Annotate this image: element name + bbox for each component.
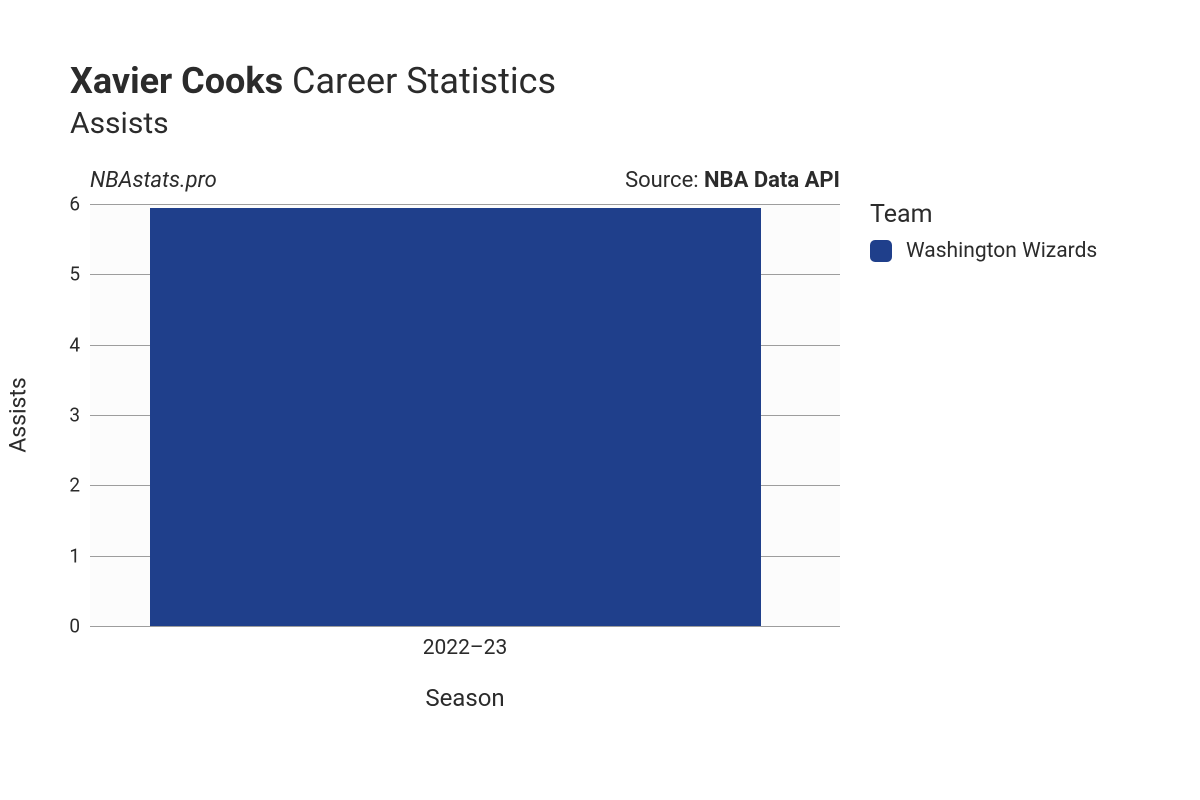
chart-title: Xavier Cooks Career Statistics	[70, 60, 556, 102]
chart-subtitle: Assists	[70, 106, 556, 141]
legend-item: Washington Wizards	[870, 239, 1097, 263]
gridline	[90, 204, 840, 205]
y-tick-label: 2	[69, 474, 80, 497]
y-axis: 0123456	[0, 204, 90, 626]
source-name: NBA Data API	[704, 168, 840, 193]
y-tick-label: 6	[69, 193, 80, 216]
x-axis-title: Season	[425, 684, 504, 712]
title-block: Xavier Cooks Career Statistics Assists	[70, 60, 556, 141]
x-tick-label: 2022–23	[423, 636, 508, 660]
source-prefix: Source:	[625, 168, 704, 193]
y-tick-label: 1	[69, 544, 80, 567]
chart-container: Xavier Cooks Career Statistics Assists N…	[0, 0, 1200, 800]
meta-row: NBAstats.pro Source: NBA Data API	[90, 168, 840, 198]
gridline	[90, 626, 840, 627]
y-tick-label: 5	[69, 263, 80, 286]
player-name: Xavier Cooks	[70, 60, 283, 102]
title-suffix: Career Statistics	[292, 60, 556, 102]
y-tick-label: 4	[69, 333, 80, 356]
plot-area	[90, 204, 840, 626]
y-tick-label: 0	[69, 615, 80, 638]
source-credit: Source: NBA Data API	[625, 168, 840, 193]
site-credit: NBAstats.pro	[90, 168, 217, 193]
legend-label: Washington Wizards	[906, 239, 1097, 263]
bar	[150, 208, 761, 626]
legend-swatch	[870, 240, 892, 262]
y-tick-label: 3	[69, 404, 80, 427]
legend-title: Team	[870, 200, 1097, 229]
legend: Team Washington Wizards	[870, 200, 1097, 263]
